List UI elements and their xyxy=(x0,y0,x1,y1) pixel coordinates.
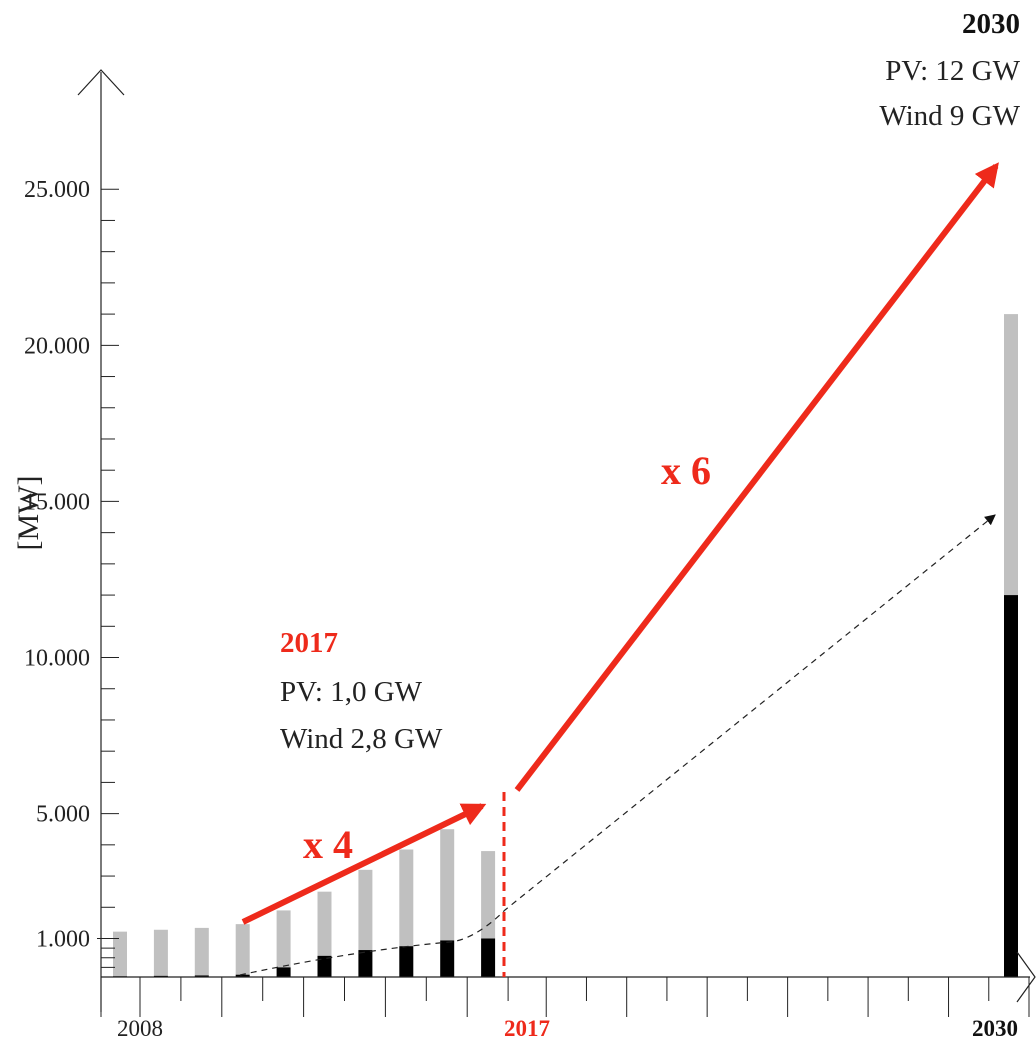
annotation-end-pv: PV: 12 GW xyxy=(885,55,1020,87)
x-tick-label-2008: 2008 xyxy=(117,1016,163,1041)
pv-trend-line xyxy=(239,514,996,976)
y-tick-label: 1.000 xyxy=(36,927,90,953)
x-axis-arrow xyxy=(1016,951,1036,1003)
bar-wind-2008 xyxy=(113,931,127,977)
bar-pv-2012 xyxy=(276,967,291,977)
bar-pv-2030 xyxy=(1004,595,1018,977)
y-axis-arrow xyxy=(77,69,125,96)
bars-layer xyxy=(113,314,1018,977)
bar-wind-2013 xyxy=(317,891,332,956)
y-tick-label: 15.000 xyxy=(24,489,90,515)
annotation-end-wind: Wind 9 GW xyxy=(879,100,1020,132)
bar-wind-2016 xyxy=(440,829,455,941)
bar-pv-2011 xyxy=(235,974,250,977)
bar-wind-2010 xyxy=(194,927,209,976)
bar-pv-2014 xyxy=(358,950,373,977)
bar-wind-2030 xyxy=(1004,314,1018,596)
growth-arrow-long xyxy=(514,162,999,792)
trend-layer xyxy=(239,162,999,977)
bar-pv-2016 xyxy=(440,940,455,977)
bar-wind-2011 xyxy=(235,924,250,975)
y-tick-label: 20.000 xyxy=(24,333,90,359)
y-tick-label: 10.000 xyxy=(24,646,90,672)
bar-wind-2017 xyxy=(481,851,496,939)
bar-wind-2009 xyxy=(153,929,168,976)
y-tick-label: 5.000 xyxy=(36,802,90,828)
x-tick-label-2030: 2030 xyxy=(972,1016,1018,1041)
annotation-mid-wind: Wind 2,8 GW xyxy=(280,723,443,755)
factor-short-label: x 4 xyxy=(303,822,353,867)
bar-pv-2010 xyxy=(194,975,209,977)
annotation-mid-title: 2017 xyxy=(280,627,338,659)
bar-pv-2017 xyxy=(481,938,496,977)
bar-wind-2012 xyxy=(276,910,291,968)
bar-wind-2014 xyxy=(358,869,373,951)
annotation-end-title: 2030 xyxy=(962,8,1020,40)
labels-layer: 2017 PV: 1,0 GW Wind 2,8 GW 2030 PV: 12 GW Wi… xyxy=(280,8,1021,867)
bar-pv-2015 xyxy=(399,946,414,977)
y-axis-label: [MW] xyxy=(12,476,45,551)
axes-layer: 1.000 5.000 10.000 15.000 20.000 25.000 [MW] 20… xyxy=(12,69,1036,1041)
bar-pv-2013 xyxy=(317,955,332,977)
growth-arrow-short xyxy=(241,803,487,925)
bar-wind-2015 xyxy=(399,849,414,947)
x-tick-label-2017: 2017 xyxy=(504,1016,550,1041)
annotation-mid-pv: PV: 1,0 GW xyxy=(280,676,423,708)
y-tick-label: 25.000 xyxy=(24,177,90,203)
factor-long-label: x 6 xyxy=(661,448,711,493)
